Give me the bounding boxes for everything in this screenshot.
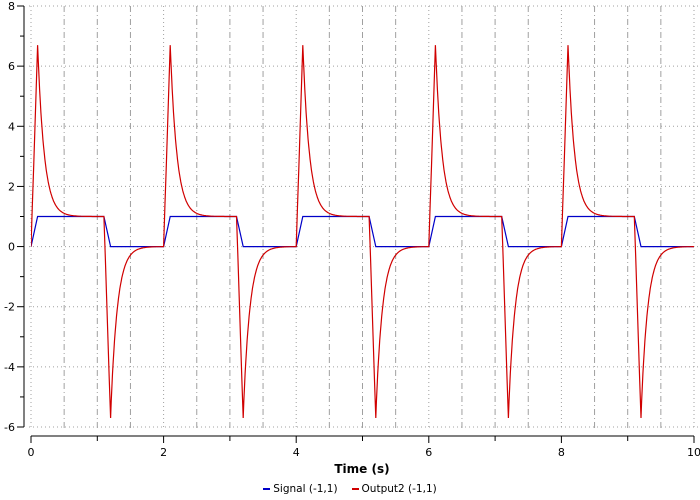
y-tick-label: 8 [8,0,15,13]
y-tick-label: -4 [4,361,15,374]
legend: Signal (-1,1) Output2 (-1,1) [0,480,700,498]
x-tick-label: 2 [160,446,167,459]
legend-label-output2: Output2 (-1,1) [361,483,437,495]
y-tick-label: 4 [8,120,15,133]
x-tick-label: 4 [293,446,300,459]
x-axis-title: Time (s) [334,462,389,476]
x-tick-label: 0 [28,446,35,459]
legend-label-signal: Signal (-1,1) [273,483,338,495]
x-tick-label: 10 [687,446,700,459]
plot-chart[interactable]: -6 -4 -2 0 2 4 6 8 0 2 4 6 8 10 Time (s) [0,0,700,480]
y-axis: -6 -4 -2 0 2 4 6 8 [4,0,25,434]
y-tick-label: 6 [8,60,15,73]
y-tick-label: -6 [4,421,15,434]
signal-line-swatch-icon [263,488,271,490]
series-output2-line [31,45,694,419]
x-tick-label: 8 [558,446,565,459]
grid-lines [29,5,700,430]
legend-item-output2[interactable]: Output2 (-1,1) [351,483,437,495]
series-layer [31,45,694,419]
y-tick-label: 2 [8,180,15,193]
output2-line-swatch-icon [351,488,359,490]
x-tick-label: 6 [425,446,432,459]
x-axis: 0 2 4 6 8 10 [28,435,700,459]
legend-item-signal[interactable]: Signal (-1,1) [263,483,338,495]
y-tick-label: 0 [8,241,15,254]
y-tick-label: -2 [4,301,15,314]
